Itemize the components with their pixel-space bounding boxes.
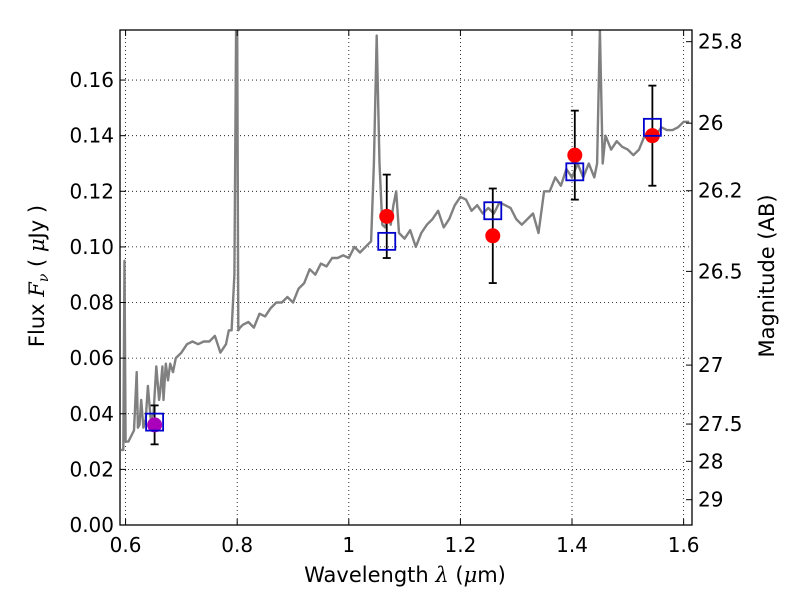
observed-point — [147, 417, 163, 433]
observed-point — [485, 228, 501, 244]
y-axis-unit-open: ( — [25, 252, 49, 274]
model-square-point — [565, 162, 585, 182]
model-square-point — [642, 117, 662, 137]
x-axis-unit: ( — [449, 563, 464, 587]
x-tick-label: 1.4 — [556, 533, 588, 557]
y-tick-label: 0.16 — [69, 68, 114, 92]
y-axis-nu-subscript: ν — [36, 273, 52, 282]
model-square-point — [145, 412, 164, 432]
y-axis-F-nu: F — [25, 281, 49, 298]
model-square-point — [377, 231, 397, 251]
y-tick-label: 0.02 — [69, 457, 114, 481]
right-tick-label: 27 — [698, 353, 723, 377]
x-axis-mu: μ — [464, 563, 478, 587]
x-axis-label-text: Wavelength — [304, 563, 435, 587]
right-tick-label: 27.5 — [698, 412, 743, 436]
observed-point — [567, 147, 583, 163]
model-points-layer — [145, 117, 662, 432]
x-tick-label: 1.2 — [445, 533, 477, 557]
y-tick-label: 0.04 — [69, 402, 114, 426]
errorbar-layer — [150, 84, 657, 446]
y-tick-label: 0.14 — [69, 124, 114, 148]
x-tick-label: 1 — [342, 533, 355, 557]
x-tick-label: 1.6 — [668, 533, 700, 557]
x-axis-label: Wavelength λ (μm) — [304, 563, 506, 587]
y-axis-unit-close: Jy ) — [25, 205, 49, 241]
y-tick-label: 0.08 — [69, 291, 114, 315]
spectrum-line — [121, 30, 690, 452]
plot-frame — [119, 29, 693, 526]
observed-points-layer — [147, 128, 660, 433]
right-tick-label: 26 — [698, 111, 723, 135]
right-tick-label: 28 — [698, 449, 723, 473]
spectrum-layer — [121, 30, 690, 452]
tick-marks — [120, 30, 692, 526]
right-tick-label: 25.8 — [698, 30, 743, 54]
x-tick-label: 0.6 — [110, 533, 142, 557]
grid-lines — [120, 30, 692, 526]
model-square-point — [483, 201, 503, 221]
right-axis-label: Magnitude (AB) — [755, 194, 779, 357]
right-tick-label: 29 — [698, 488, 723, 512]
y-axis-label-text: Flux — [25, 297, 49, 347]
tick-labels: 0.6 0.8 1 1.2 1.4 1.6 0.00 0.02 0.04 0.06 0.08 0.10… — [69, 30, 742, 557]
y-axis-label: Flux Fν ( μJy ) — [25, 205, 52, 347]
y-tick-label: 0.12 — [69, 179, 114, 203]
y-tick-label: 0.06 — [69, 346, 114, 370]
y-tick-label: 0.00 — [69, 513, 114, 537]
right-tick-label: 26.5 — [698, 259, 743, 283]
x-tick-label: 0.8 — [221, 533, 253, 557]
x-axis-lambda: λ — [434, 563, 448, 587]
x-axis-unit-end: m) — [477, 563, 506, 587]
observed-point — [379, 208, 395, 224]
y-tick-label: 0.10 — [69, 235, 114, 259]
right-tick-label: 26.2 — [698, 179, 743, 203]
y-axis-mu: μ — [25, 238, 49, 252]
